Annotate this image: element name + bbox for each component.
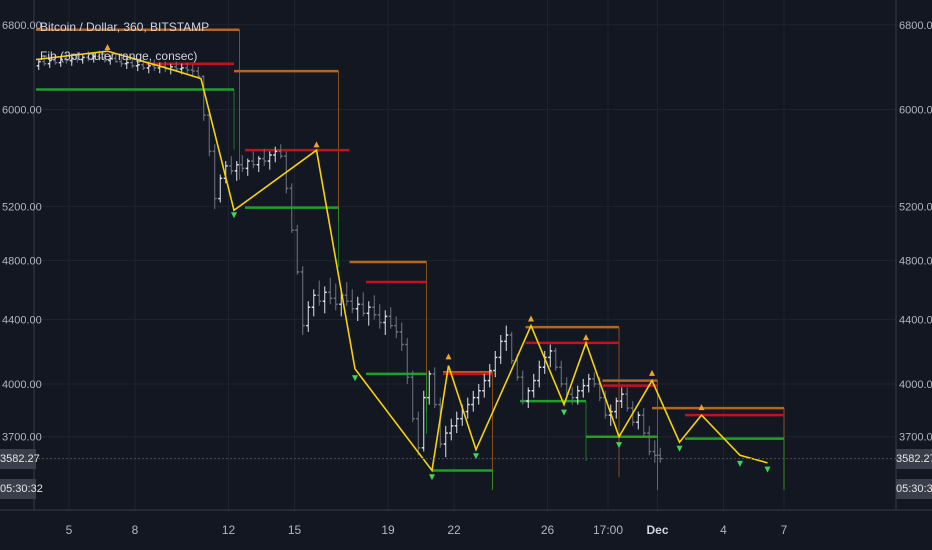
price-tick-right: 3700.00	[899, 432, 932, 444]
price-tick-left: 4400.00	[2, 314, 42, 326]
pivot-high-marker	[445, 353, 452, 360]
candles	[36, 50, 663, 463]
pivot-low-marker	[352, 375, 358, 382]
countdown-tag-right: 05:30:32	[896, 478, 932, 499]
zigzag-line	[35, 50, 768, 473]
price-tick-left: 6000.00	[2, 104, 42, 116]
price-tick-right: 6000.00	[899, 104, 932, 116]
pivot-low-marker	[561, 409, 567, 416]
pivot-high-marker	[698, 404, 705, 411]
pivot-low-marker	[676, 445, 683, 452]
pivot-high-marker	[649, 369, 655, 376]
time-tick-label: 26	[541, 523, 555, 537]
price-tick-left: 4800.00	[2, 256, 42, 268]
time-tick-label: 5	[66, 523, 73, 537]
time-tick-label: 19	[381, 523, 395, 537]
pivot-low-marker	[737, 460, 743, 467]
last-price-tag-right: 3582.27	[896, 448, 932, 469]
pivot-high-marker	[528, 315, 534, 322]
chart-title[interactable]: Bitcoin / Dollar, 360, BITSTAMP	[40, 20, 210, 34]
pivot-high-marker	[583, 334, 589, 341]
price-tick-left: 5200.00	[2, 201, 42, 213]
time-tick-label: 17:00	[593, 523, 623, 537]
zigzag-path	[35, 50, 768, 473]
price-axis-labels[interactable]: 6800.00 6800.00 6000.00 6000.00 5200.00 5200.…	[2, 20, 932, 444]
countdown-tag-left: 05:30:32	[0, 478, 43, 499]
price-tick-right: 5200.00	[899, 201, 932, 213]
pivot-markers	[104, 44, 771, 481]
pivot-high-marker	[104, 44, 111, 51]
indicator-label[interactable]: Fib (3pt, outer range, consec)	[40, 49, 198, 63]
time-tick-label: 8	[132, 523, 139, 537]
time-tick-label: 22	[447, 523, 461, 537]
price-tick-right: 4400.00	[899, 314, 932, 326]
time-tick-label: 12	[222, 523, 236, 537]
price-tick-right: 4800.00	[899, 256, 932, 268]
pivot-low-marker	[764, 466, 771, 473]
grid-lines	[34, 0, 896, 510]
price-tick-right: 6800.00	[899, 20, 932, 32]
pivot-low-marker	[616, 442, 622, 449]
time-tick-label: 7	[781, 523, 788, 537]
pivot-low-marker	[429, 474, 435, 481]
price-tick-right: 4000.00	[899, 379, 932, 391]
time-axis-labels[interactable]: 5 8 12 15 19 22 26 17:00 Dec 4 7	[66, 523, 788, 537]
price-tick-left: 3700.00	[2, 432, 42, 444]
price-tick-left: 4000.00	[2, 379, 42, 391]
pivot-low-marker	[231, 212, 237, 219]
time-tick-label: 15	[288, 523, 302, 537]
time-tick-label: Dec	[646, 523, 668, 537]
pivot-high-marker	[313, 141, 320, 148]
pivot-low-marker	[473, 453, 479, 460]
time-tick-label: 4	[720, 523, 727, 537]
last-price-tag-left: 3582.27	[0, 448, 40, 469]
price-tick-left: 6800.00	[2, 20, 42, 32]
